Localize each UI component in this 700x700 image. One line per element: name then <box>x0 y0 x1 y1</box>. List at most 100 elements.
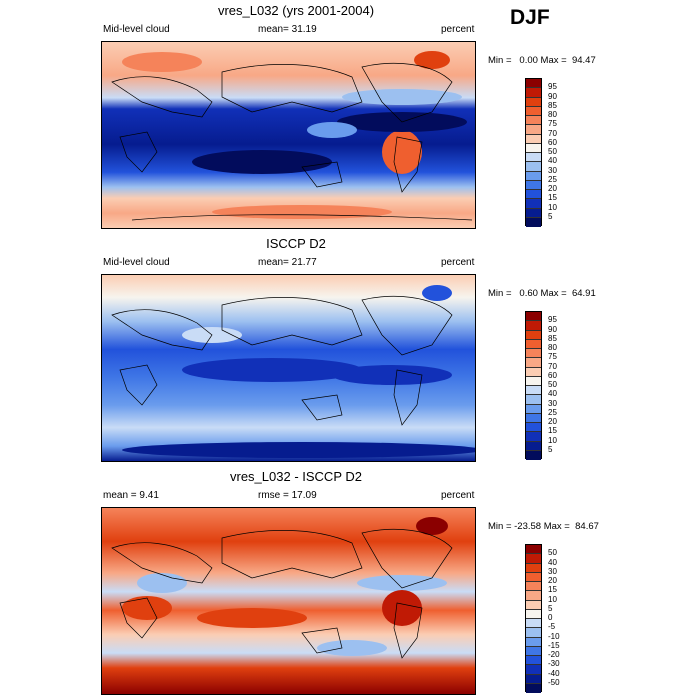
colorbar-swatch <box>526 339 541 349</box>
colorbar-swatch <box>526 386 541 396</box>
colorbar-tick-label: 5 <box>548 603 553 613</box>
panel3-units-label: percent <box>441 490 475 501</box>
colorbar-swatch <box>526 637 541 647</box>
panel2-mean-label: mean= 21.77 <box>258 257 317 268</box>
colorbar-tick-label: 60 <box>548 137 557 147</box>
colorbar-tick-label: 85 <box>548 100 557 110</box>
panel2-map-field <box>102 275 475 461</box>
colorbar-tick-label: 10 <box>548 202 557 212</box>
colorbar-swatch <box>526 106 541 116</box>
colorbar-tick-label: 75 <box>548 119 557 129</box>
panel1-map <box>101 41 476 229</box>
colorbar-swatch <box>526 171 541 181</box>
panel3-map <box>101 507 476 695</box>
colorbar-swatch <box>526 441 541 451</box>
colorbar-tick-label: 25 <box>548 174 557 184</box>
colorbar-tick-label: 25 <box>548 407 557 417</box>
colorbar-swatch <box>526 162 541 172</box>
colorbar-swatch <box>526 358 541 368</box>
colorbar-tick-label: 30 <box>548 165 557 175</box>
colorbar-swatch <box>526 116 541 126</box>
colorbar-tick-label: -40 <box>548 668 560 678</box>
colorbar-swatch <box>526 190 541 200</box>
colorbar-swatch <box>526 395 541 405</box>
panel3-rmse-label: rmse = 17.09 <box>258 490 317 501</box>
panel1-map-field <box>102 42 475 228</box>
colorbar-swatch <box>526 432 541 442</box>
colorbar-tick-label: 30 <box>548 566 557 576</box>
colorbar-swatch <box>526 665 541 675</box>
panel1-title: vres_L032 (yrs 2001-2004) <box>217 3 375 18</box>
panel3-mean-label: mean = 9.41 <box>103 490 159 501</box>
colorbar-swatch <box>526 143 541 153</box>
colorbar-tick-label: 80 <box>548 343 557 352</box>
colorbar-tick-label: 90 <box>548 91 557 101</box>
panel3-title: vres_L032 - ISCCP D2 <box>230 469 362 484</box>
colorbar-swatch <box>526 97 541 107</box>
panel1-colorbar <box>525 78 542 227</box>
colorbar-tick-label: 15 <box>548 585 557 595</box>
colorbar-swatch <box>526 545 541 555</box>
colorbar-tick-label: 75 <box>548 352 557 362</box>
panel3-min-max: Min = -23.58 Max = 84.67 <box>488 521 599 532</box>
colorbar-tick-label: -5 <box>548 622 556 632</box>
colorbar-tick-label: 40 <box>548 389 557 399</box>
colorbar-tick-label: 50 <box>548 147 557 156</box>
colorbar-tick-label: 5 <box>548 211 553 221</box>
colorbar-swatch <box>526 609 541 619</box>
panel2-units-label: percent <box>441 257 475 268</box>
colorbar-swatch <box>526 600 541 610</box>
panel2-variable-label: Mid-level cloud <box>103 257 170 268</box>
colorbar-tick-label: 80 <box>548 110 557 119</box>
colorbar-swatch <box>526 683 541 693</box>
colorbar-tick-label: 50 <box>548 548 557 558</box>
colorbar-swatch <box>526 554 541 564</box>
colorbar-swatch <box>526 79 541 89</box>
colorbar-swatch <box>526 88 541 98</box>
panel2-min-max: Min = 0.60 Max = 64.91 <box>488 288 596 299</box>
panel3-map-field <box>102 508 475 694</box>
panel1-variable-label: Mid-level cloud <box>103 24 170 35</box>
colorbar-swatch <box>526 330 541 340</box>
colorbar-swatch <box>526 125 541 135</box>
colorbar-swatch <box>526 572 541 582</box>
panel3-colorbar <box>525 544 542 693</box>
colorbar-tick-label: 10 <box>548 435 557 445</box>
colorbar-swatch <box>526 423 541 433</box>
colorbar-swatch <box>526 628 541 638</box>
colorbar-swatch <box>526 646 541 656</box>
colorbar-tick-label: 10 <box>548 594 557 604</box>
colorbar-tick-label: 30 <box>548 398 557 408</box>
colorbar-swatch <box>526 153 541 163</box>
colorbar-tick-label: 40 <box>548 156 557 166</box>
colorbar-swatch <box>526 591 541 601</box>
colorbar-swatch <box>526 367 541 377</box>
colorbar-swatch <box>526 404 541 414</box>
colorbar-tick-label: 20 <box>548 576 557 585</box>
colorbar-swatch <box>526 582 541 592</box>
colorbar-tick-label: 95 <box>548 315 557 325</box>
panel2-map <box>101 274 476 462</box>
colorbar-swatch <box>526 199 541 209</box>
colorbar-swatch <box>526 312 541 322</box>
colorbar-tick-label: -15 <box>548 640 560 650</box>
colorbar-swatch <box>526 134 541 144</box>
colorbar-tick-label: 85 <box>548 333 557 343</box>
colorbar-tick-label: -20 <box>548 650 560 659</box>
panel1-min-max: Min = 0.00 Max = 94.47 <box>488 55 596 66</box>
colorbar-swatch <box>526 656 541 666</box>
season-label: DJF <box>510 6 550 29</box>
colorbar-tick-label: 90 <box>548 324 557 334</box>
colorbar-tick-label: 20 <box>548 184 557 193</box>
colorbar-swatch <box>526 413 541 423</box>
colorbar-tick-label: 40 <box>548 557 557 567</box>
colorbar-tick-label: 60 <box>548 370 557 380</box>
colorbar-tick-label: 70 <box>548 361 557 371</box>
colorbar-swatch <box>526 180 541 190</box>
colorbar-swatch <box>526 321 541 331</box>
panel1-mean-label: mean= 31.19 <box>258 24 317 35</box>
colorbar-swatch <box>526 208 541 218</box>
colorbar-tick-label: 70 <box>548 128 557 138</box>
colorbar-swatch <box>526 376 541 386</box>
colorbar-swatch <box>526 563 541 573</box>
